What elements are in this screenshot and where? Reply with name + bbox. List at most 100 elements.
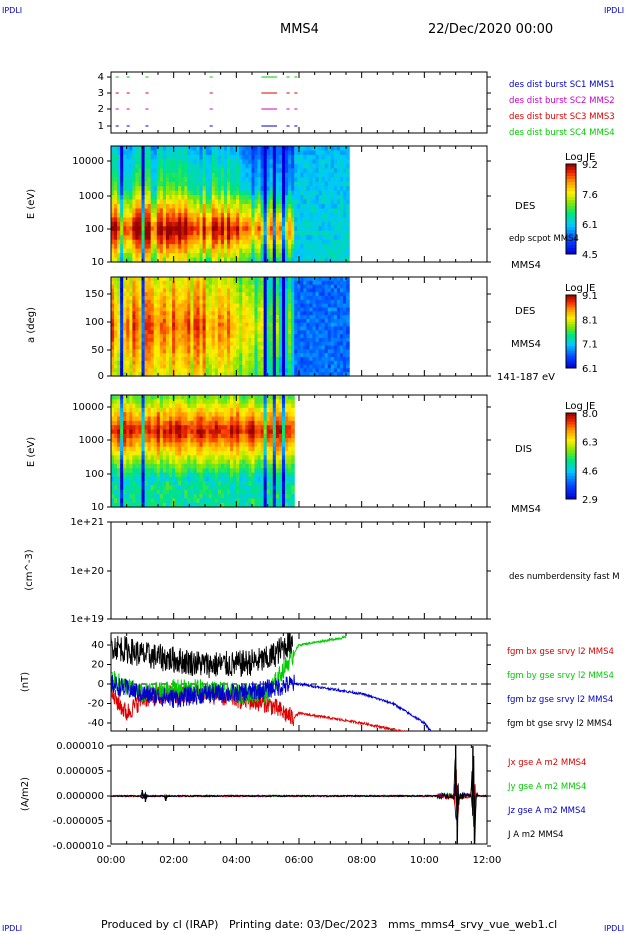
spectro-cell (211, 204, 216, 210)
spectro-cell (220, 150, 225, 156)
spectro-cell (336, 368, 341, 373)
spectro-cell (278, 257, 283, 263)
spectro-cell (339, 199, 344, 205)
spectro-cell (156, 217, 161, 223)
spectro-cell (230, 326, 234, 331)
spectro-cell (196, 239, 201, 245)
spectro-cell (172, 353, 176, 358)
spectro-cell (236, 221, 240, 227)
spectro-cell (288, 353, 292, 358)
spectro-cell (321, 292, 326, 297)
spectro-cell (111, 163, 115, 169)
spectro-cell (327, 326, 332, 331)
spectro-cell (120, 472, 124, 478)
spectro-cell (190, 284, 195, 290)
spectro-cell (346, 244, 350, 250)
spectro-cell (315, 186, 320, 192)
spectro-cell (181, 311, 185, 316)
spectro-cell (147, 318, 152, 324)
spectro-cell (117, 195, 121, 201)
spectro-cell (187, 288, 191, 293)
spectro-cell (211, 172, 216, 178)
spectro-cell (114, 212, 118, 218)
spectro-cell (324, 159, 329, 165)
spectro-cell (236, 368, 240, 373)
spectro-cell (114, 472, 118, 478)
spectro-cell (153, 498, 158, 504)
spectro-cell (306, 292, 311, 297)
spectro-cell (181, 368, 185, 373)
spectro-cell (129, 146, 133, 152)
spectro-cell (114, 407, 118, 413)
spectro-cell (306, 150, 311, 156)
spectro-cell (202, 284, 207, 290)
spectro-cell (178, 433, 182, 439)
spectro-cell (318, 208, 323, 214)
spectro-cell (306, 199, 311, 205)
spectro-cell (178, 425, 182, 431)
spectro-cell (223, 195, 228, 201)
spectro-cell (169, 163, 173, 169)
spectro-cell (223, 364, 228, 369)
spectro-cell (242, 311, 246, 316)
spectro-cell (126, 299, 130, 305)
spectro-cell (187, 322, 191, 328)
spectro-cell (214, 190, 219, 196)
spectro-cell (196, 163, 201, 169)
spectro-cell (190, 239, 195, 245)
spectro-cell (272, 150, 277, 156)
spectro-cell (230, 330, 234, 335)
spectro-cell (135, 420, 140, 426)
spectro-cell (117, 186, 121, 192)
spectro-cell (294, 226, 298, 232)
spectro-cell (346, 208, 350, 214)
spectro-cell (281, 168, 286, 174)
spectro-cell (333, 163, 338, 169)
spectro-cell (346, 199, 350, 205)
spectro-cell (260, 311, 265, 316)
spectro-cell (321, 303, 326, 309)
spectro-cell (141, 181, 146, 187)
spectro-cell (263, 244, 268, 250)
spectro-cell (132, 204, 137, 210)
spectro-cell (278, 356, 283, 362)
spectro-cell (111, 485, 115, 491)
spectro-cell (257, 208, 262, 214)
spectro-cell (285, 195, 289, 201)
spectro-cell (135, 244, 140, 250)
spectro-cell (230, 186, 234, 192)
spectro-cell (135, 322, 140, 328)
spectro-cell (165, 407, 170, 413)
spectro-cell (156, 277, 161, 282)
spectro-cell (223, 235, 228, 241)
spectro-cell (172, 288, 176, 293)
spectro-cell (272, 356, 277, 362)
spectro-cell (233, 318, 237, 324)
spectro-cell (135, 399, 140, 405)
spectro-cell (211, 230, 216, 236)
spectro-cell (150, 420, 155, 426)
spectro-cell (132, 230, 137, 236)
spectro-cell (251, 368, 256, 373)
spectro-cell (162, 248, 167, 254)
spectro-cell (315, 248, 320, 254)
spectro-cell (233, 177, 237, 183)
spectro-cell (114, 372, 118, 377)
spectro-cell (114, 442, 118, 448)
spectro-cell (132, 257, 137, 263)
spectro-cell (111, 204, 115, 210)
spectro-cell (111, 349, 115, 354)
spectro-cell (346, 230, 350, 236)
spectro-cell (147, 425, 152, 431)
spectro-cell (162, 284, 167, 290)
spectro-cell (321, 199, 326, 205)
spectro-cell (193, 235, 198, 241)
spectro-cell (147, 372, 152, 377)
spectro-cell (306, 239, 311, 245)
spectro-cell (205, 159, 210, 165)
spectro-cell (336, 172, 341, 178)
spectro-cell (281, 181, 286, 187)
spectro-cell (227, 204, 231, 210)
spectro-cell (220, 307, 225, 312)
spectro-cell (346, 360, 350, 366)
